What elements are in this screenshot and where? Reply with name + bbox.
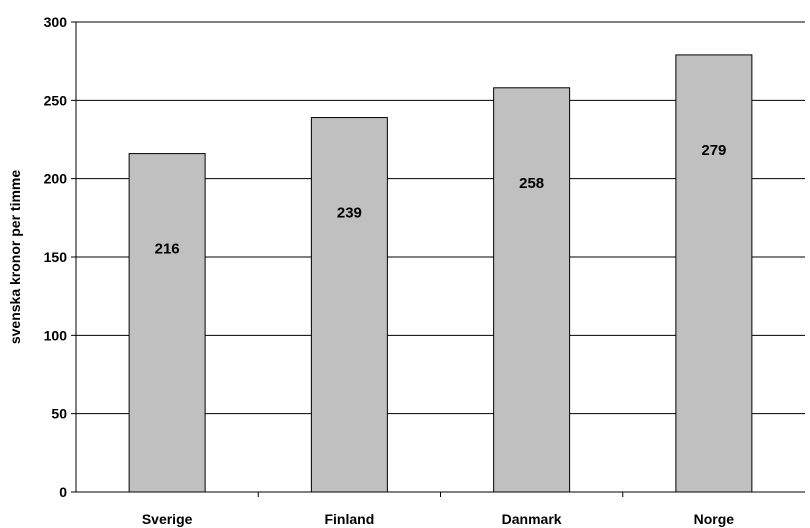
x-category-label: Finland	[324, 511, 374, 527]
y-axis-title: svenska kronor per timme	[7, 170, 23, 345]
bar-danmark	[493, 87, 571, 493]
data-label: 216	[155, 241, 180, 258]
y-tick-label: 200	[44, 171, 68, 187]
axes	[71, 21, 805, 497]
y-tick-label: 300	[44, 14, 68, 30]
data-labels: 216 239 258 279	[155, 142, 727, 258]
x-category-labels: Sverige Finland Danmark Norge	[142, 511, 734, 527]
bars	[128, 54, 753, 493]
data-label: 239	[337, 205, 362, 222]
bar-finland	[310, 117, 388, 493]
bar-sverige	[128, 153, 206, 493]
y-tick-labels: 0 50 100 150 200 250 300	[44, 14, 68, 500]
data-label: 279	[701, 142, 726, 159]
data-label: 258	[519, 175, 544, 192]
y-tick-label: 150	[44, 249, 68, 265]
y-tick-label: 100	[44, 327, 68, 343]
y-tick-label: 50	[51, 406, 67, 422]
y-tick-label: 250	[44, 92, 68, 108]
x-category-label: Sverige	[142, 511, 193, 527]
x-category-label: Norge	[694, 511, 735, 527]
x-category-label: Danmark	[502, 511, 562, 527]
bar-norge	[675, 54, 753, 493]
y-tick-label: 0	[59, 484, 67, 500]
